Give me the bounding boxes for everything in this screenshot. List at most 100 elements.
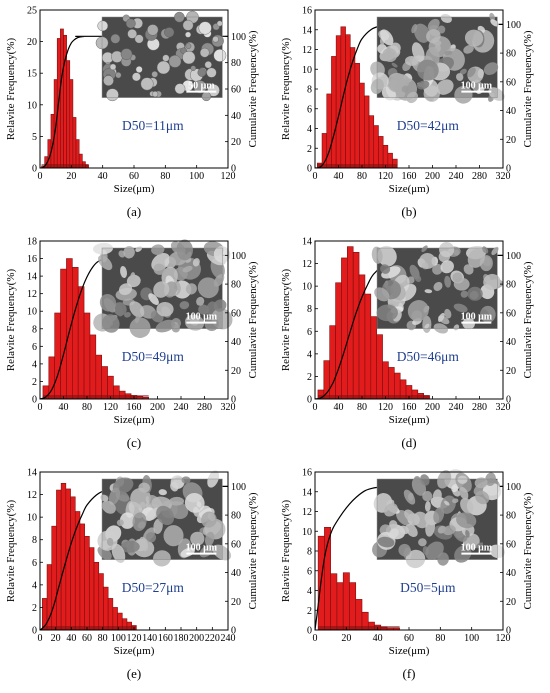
chart-panel: 100 μm 0 40 80 120 160 200 240 280 320 0 2 4 6 8 10 12 14…: [275, 0, 550, 231]
y-left-tick-label: 4: [32, 580, 37, 591]
d50-annotation: D50=49μm: [122, 349, 185, 364]
x-tick-label: 40: [334, 171, 344, 182]
histogram-bar-base: [103, 626, 109, 630]
y-left-tick-label: 14: [302, 487, 312, 498]
y-right-tick-label: 0: [231, 164, 236, 175]
x-tick-label: 0: [313, 171, 318, 182]
y-left-tick-label: 12: [27, 289, 37, 300]
scale-bar-label: 100 μm: [461, 81, 493, 92]
x-tick-label: 240: [449, 171, 464, 182]
y-left-tick-label: 4: [307, 586, 312, 597]
histogram-bar-base: [56, 626, 62, 630]
x-tick-label: 320: [496, 171, 511, 182]
histogram-bar-base: [95, 395, 102, 399]
histogram-bar-base: [345, 164, 351, 168]
histogram-bar-base: [380, 626, 388, 629]
x-tick-label: 80: [82, 402, 92, 413]
y-right-tick-label: 0: [231, 626, 236, 637]
histogram-bar-base: [417, 395, 424, 399]
y-left-tick-label: 2: [32, 377, 37, 388]
x-tick-label: 280: [472, 402, 487, 413]
y-left-tick-label: 0: [307, 395, 312, 406]
x-axis-title: Size(μm): [114, 645, 155, 657]
x-tick-label: 40: [334, 402, 344, 413]
histogram-bar-base: [79, 626, 85, 630]
d50-annotation: D50=42μm: [397, 118, 460, 133]
histogram-bar: [388, 367, 395, 399]
chart-panel: 100 μm 0 20 40 60 80 100 120 140 160 180 200 220 240 0…: [0, 462, 275, 693]
histogram-bar-base: [318, 626, 325, 630]
chart-svg: 100 μm0 20 40 60 80 100 1200246810121416020406…: [280, 468, 534, 682]
y-left-tick-label: 6: [307, 566, 312, 577]
y-right-tick-label: 60: [506, 308, 516, 319]
y-right-axis-title: Cumulavite Frequency(%): [522, 30, 534, 147]
histogram-bar-base: [78, 395, 85, 399]
histogram-bar-base: [326, 164, 332, 168]
panel-label: (d): [401, 435, 416, 450]
histogram-bar-base: [378, 164, 384, 168]
x-tick-label: 200: [189, 633, 204, 644]
y-right-tick-label: 20: [506, 366, 516, 377]
sem-micrograph: 100 μm: [97, 470, 232, 567]
y-right-tick-label: 20: [231, 137, 241, 148]
x-tick-label: 120: [378, 402, 393, 413]
y-left-tick-label: 2: [32, 603, 37, 614]
histogram-bar-base: [47, 626, 52, 630]
histogram-bar: [352, 251, 360, 399]
histogram-bar-base: [72, 395, 79, 399]
histogram-bars: [42, 482, 137, 630]
histogram-bar-base: [364, 395, 371, 399]
y-left-tick-label: 15: [27, 69, 37, 80]
x-tick-label: 140: [142, 633, 157, 644]
x-tick-label: 160: [127, 402, 142, 413]
histogram-bar: [107, 598, 114, 630]
y-right-tick-label: 100: [506, 20, 521, 31]
x-tick-label: 0: [313, 402, 318, 413]
x-tick-label: 200: [425, 171, 440, 182]
histogram-bar-base: [354, 164, 360, 168]
scale-bar-label: 100 μm: [461, 543, 493, 554]
x-tick-label: 20: [51, 633, 61, 644]
y-right-tick-label: 20: [506, 135, 516, 146]
y-right-tick-label: 60: [506, 539, 516, 550]
y-left-tick-label: 4: [307, 124, 312, 135]
histogram-bar: [349, 582, 357, 630]
x-tick-label: 60: [404, 633, 414, 644]
d50-annotation: D50=46μm: [397, 349, 460, 364]
y-left-axis-title: Relavite Frequency(%): [280, 500, 292, 603]
x-tick-label: 200: [425, 402, 440, 413]
x-tick-label: 240: [449, 402, 464, 413]
histogram-bar: [342, 572, 350, 630]
y-right-tick-label: 0: [506, 395, 511, 406]
y-left-tick-label: 8: [32, 535, 37, 546]
y-right-axis-title: Cumulavite Frequency(%): [247, 261, 259, 378]
histogram-bar-base: [340, 164, 346, 168]
x-axis-title: Size(μm): [389, 645, 430, 657]
y-left-tick-label: 10: [302, 527, 312, 538]
y-left-axis-title: Relavite Frequency(%): [5, 269, 17, 372]
x-tick-label: 100: [189, 171, 204, 182]
x-axis-title: Size(μm): [389, 183, 430, 195]
y-right-tick-label: 40: [231, 568, 241, 579]
y-left-axis-title: Relavite Frequency(%): [5, 500, 17, 603]
histogram-bar-base: [376, 395, 383, 399]
histogram-bar: [378, 136, 384, 168]
histogram-bar: [364, 95, 370, 168]
histogram-bar-base: [119, 395, 126, 399]
y-right-tick-label: 0: [231, 395, 236, 406]
x-tick-label: 0: [38, 402, 43, 413]
histogram-bar-base: [317, 395, 324, 399]
histogram-bar: [359, 82, 365, 168]
chart-svg: 100 μm0 40 80 120 160 200 240 280 32002468101214…: [5, 237, 259, 451]
y-right-tick-label: 40: [506, 568, 516, 579]
histogram-bar: [335, 282, 342, 399]
histogram-bar-base: [331, 164, 337, 168]
histogram-bar-base: [47, 164, 51, 168]
histogram-bar-base: [61, 626, 66, 630]
histogram-bar-base: [57, 164, 61, 168]
scale-bar-label: 100 μm: [186, 312, 218, 323]
y-left-tick-label: 0: [32, 626, 37, 637]
histogram-bar: [142, 396, 149, 399]
histogram-bar-base: [98, 626, 104, 630]
